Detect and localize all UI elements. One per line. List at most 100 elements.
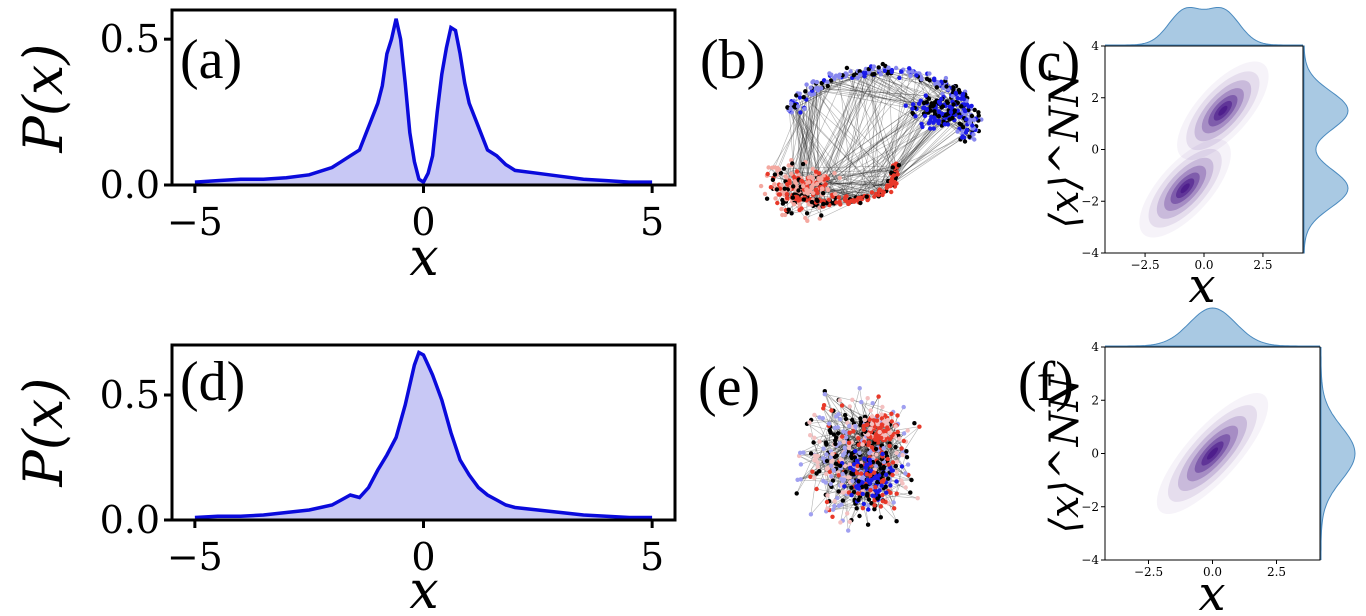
e-node (838, 520, 843, 525)
e-node (903, 485, 908, 490)
b-node (801, 197, 806, 202)
b-edge (795, 87, 812, 184)
b-edge (873, 74, 971, 138)
b-node (838, 202, 843, 207)
b-edge (823, 74, 874, 182)
b-node (776, 167, 782, 172)
a-density-fill (194, 18, 653, 185)
d-x-tick-label: 5 (640, 535, 664, 579)
e-node (825, 506, 830, 511)
e-node (860, 506, 866, 511)
e-node (828, 481, 834, 487)
e-node (858, 419, 864, 425)
c-x-tick-label: 0.0 (1194, 258, 1213, 272)
e-node (875, 460, 880, 465)
c-panel-label: (c) (1018, 31, 1080, 93)
b-node (791, 184, 796, 189)
b-node (924, 76, 930, 82)
b-node (815, 181, 820, 186)
b-edge (844, 76, 865, 201)
b-node (821, 201, 826, 207)
b-edge (867, 105, 906, 200)
e-node (915, 496, 920, 501)
e-node (878, 504, 884, 509)
b-node (802, 106, 807, 112)
e-node (826, 421, 832, 426)
e-edge (813, 423, 830, 478)
b-node (786, 163, 791, 168)
b-node (895, 172, 900, 177)
b-node (960, 93, 965, 98)
b-node (961, 97, 966, 102)
b-node (782, 186, 787, 191)
b-node (775, 200, 780, 206)
b-edge (823, 180, 893, 186)
e-node (865, 477, 870, 482)
b-edge (868, 70, 914, 105)
b-node (793, 181, 799, 186)
b-edge (808, 68, 867, 181)
e-edge (842, 474, 849, 531)
e-node (842, 463, 848, 469)
b-node (957, 114, 962, 120)
e-node (890, 468, 895, 473)
b-node (919, 77, 924, 82)
e-node (830, 514, 835, 519)
b-node (962, 139, 968, 144)
b-edge (884, 68, 914, 115)
b-edge (800, 97, 804, 113)
e-node (900, 452, 905, 458)
e-node (807, 420, 812, 425)
b-node (927, 71, 932, 76)
b-edge (897, 137, 965, 168)
e-node (829, 463, 834, 468)
f-x-axis-label: x (1198, 566, 1225, 616)
b-node (972, 107, 977, 113)
b-node (790, 161, 795, 166)
b-node (885, 71, 890, 76)
e-node (850, 478, 855, 484)
b-node (872, 194, 877, 199)
e-node (867, 457, 872, 463)
b-edge (806, 72, 865, 188)
b-edge (883, 110, 969, 193)
e-network-nodes (794, 386, 922, 533)
e-node (877, 488, 882, 493)
e-node (849, 493, 854, 498)
b-node (881, 190, 886, 195)
b-node (865, 197, 870, 203)
b-node (801, 184, 806, 189)
b-node (797, 91, 802, 96)
b-node (805, 218, 810, 223)
e-node (897, 436, 902, 441)
e-node (829, 408, 834, 413)
a-density-line (194, 18, 653, 185)
b-node (858, 200, 863, 206)
b-node (936, 118, 942, 124)
c-y-axis-label: ⟨x⟩^NN (1042, 69, 1088, 228)
e-node (847, 462, 852, 467)
b-node (890, 165, 895, 170)
e-node (869, 414, 875, 419)
e-node (917, 424, 922, 429)
b-node (878, 72, 883, 77)
b-edge (818, 128, 931, 189)
a-y-tick-label: 0.0 (100, 163, 160, 207)
e-node (876, 394, 881, 399)
e-node (877, 473, 882, 478)
b-edge (821, 72, 865, 179)
b-node (939, 96, 944, 102)
e-node (831, 467, 836, 473)
e-node (881, 464, 887, 470)
e-node (881, 446, 886, 451)
d-x-tick-label: 0 (411, 535, 435, 579)
e-node (870, 493, 875, 498)
b-node (779, 206, 784, 212)
b-node (821, 191, 826, 196)
e-node (861, 423, 866, 429)
e-node (840, 498, 846, 503)
b-node (784, 192, 790, 197)
e-node (879, 416, 885, 421)
e-node (878, 515, 883, 520)
b-node (945, 100, 950, 106)
